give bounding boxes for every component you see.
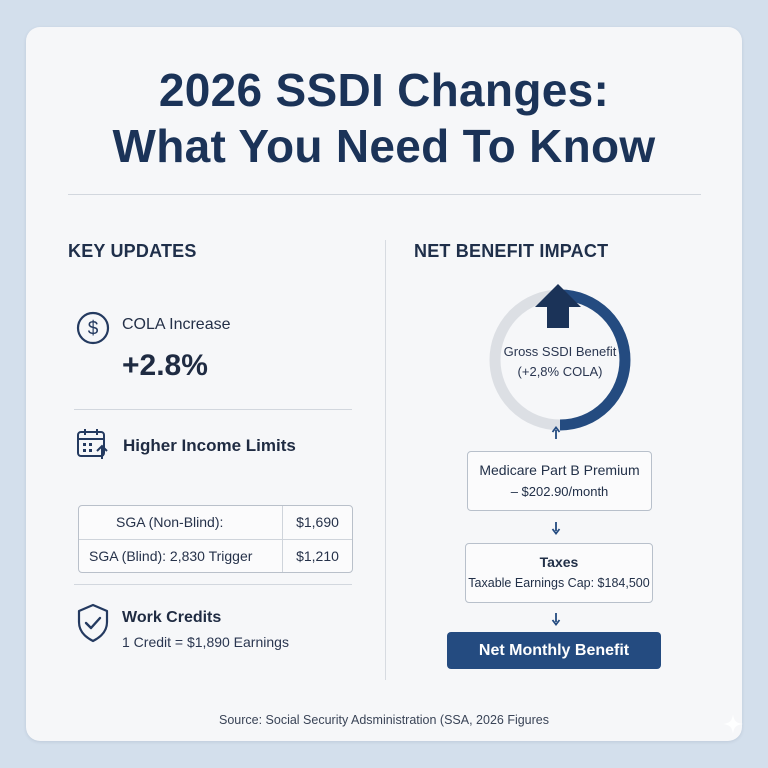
net-monthly-benefit-box: Net Monthly Benefit	[447, 632, 661, 669]
sparkle-icon	[722, 713, 744, 740]
column-divider	[385, 240, 386, 680]
title-divider	[68, 194, 701, 195]
section-divider	[74, 409, 352, 410]
taxes-detail: Taxable Earnings Cap: $184,500	[468, 576, 650, 590]
calendar-upload-icon	[75, 426, 111, 467]
arrow-up-icon	[551, 426, 561, 440]
dollar-circle-icon: $	[76, 311, 110, 350]
sga-nonblind-label: SGA (Non-Blind):	[116, 514, 224, 530]
table-row: SGA (Blind): 2,830 Trigger $1,210	[79, 539, 352, 572]
cola-label: COLA Increase	[122, 316, 231, 333]
medicare-detail: – $202.90/month	[510, 484, 609, 499]
page-title: 2026 SSDI Changes: What You Need To Know	[0, 62, 768, 174]
gauge-label-line1: Gross SSDI Benefit	[503, 344, 617, 359]
cola-value: +2.8%	[122, 349, 208, 382]
table-row: SGA (Non-Blind): $1,690	[79, 506, 352, 539]
work-credits-label: Work Credits	[122, 609, 222, 626]
medicare-box: Medicare Part B Premium – $202.90/month	[467, 451, 652, 511]
net-benefit-heading: NET BENEFIT IMPACT	[414, 241, 609, 261]
arrow-down-icon	[551, 612, 561, 626]
svg-text:$: $	[88, 319, 99, 340]
up-arrow-icon	[533, 282, 583, 335]
source-note: Source: Social Security Adsministration …	[218, 713, 549, 727]
sga-blind-value: $1,210	[296, 548, 339, 564]
taxes-title: Taxes	[539, 554, 579, 570]
title-line-2: What You Need To Know	[112, 120, 656, 172]
arrow-down-icon	[551, 521, 561, 535]
table-column-divider	[282, 506, 283, 572]
key-updates-heading: KEY UPDATES	[68, 241, 197, 261]
income-limits-label: Higher Income Limits	[123, 436, 296, 455]
work-credits-detail: 1 Credit = $1,890 Earnings	[122, 634, 289, 650]
gauge-label-line2: (+2,8% COLA)	[517, 364, 603, 379]
section-divider	[74, 584, 352, 585]
sga-table: SGA (Non-Blind): $1,690 SGA (Blind): 2,8…	[78, 505, 353, 573]
taxes-box: Taxes Taxable Earnings Cap: $184,500	[465, 543, 653, 603]
sga-blind-label: SGA (Blind): 2,830 Trigger	[89, 548, 253, 564]
sga-nonblind-value: $1,690	[296, 514, 339, 530]
shield-check-icon	[76, 603, 110, 648]
medicare-title: Medicare Part B Premium	[479, 462, 640, 478]
title-line-1: 2026 SSDI Changes:	[158, 64, 610, 116]
